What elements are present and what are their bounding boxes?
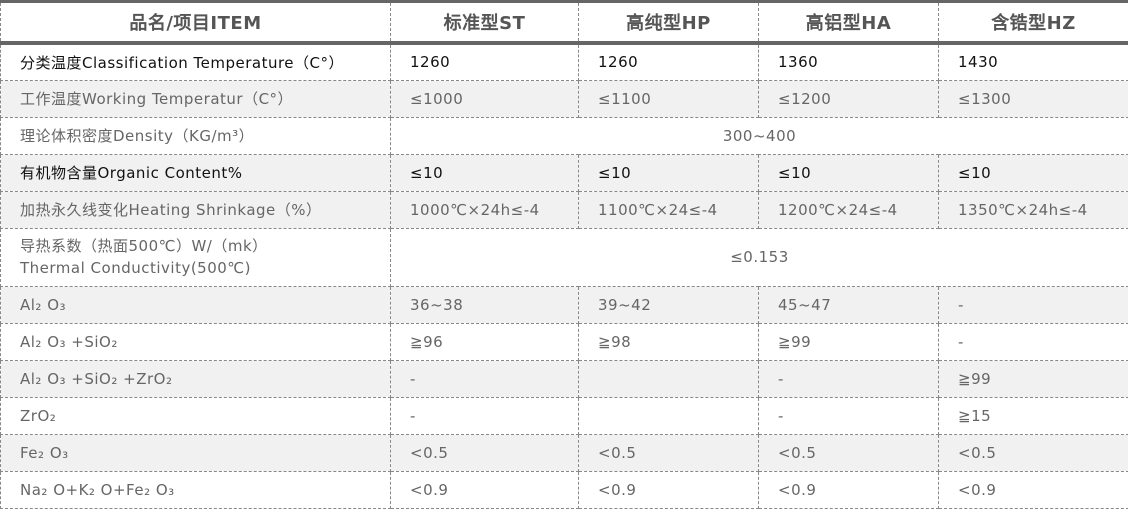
row-label: 有机物含量Organic Content% <box>1 154 391 191</box>
cell-value: <0.9 <box>579 471 759 508</box>
header-item: 品名/项目ITEM <box>1 2 391 44</box>
cell-value: ≧99 <box>759 323 939 360</box>
cell-value: ≤10 <box>391 154 579 191</box>
row-label: 加热永久线变化Heating Shrinkage（%） <box>1 191 391 228</box>
header-row: 品名/项目ITEM 标准型ST 高纯型HP 高铝型HA 含锆型HZ <box>1 2 1128 44</box>
cell-value: ≤0.153 <box>391 228 1128 286</box>
cell-value: 45~47 <box>759 286 939 323</box>
cell-value: <0.5 <box>939 434 1128 471</box>
cell-value: 36~38 <box>391 286 579 323</box>
cell-value: ≧15 <box>939 397 1128 434</box>
row-label: 分类温度Classification Temperature（C°） <box>1 43 391 80</box>
table-row: 理论体积密度Density（KG/m³）300~400 <box>1 117 1128 154</box>
cell-value: <0.9 <box>759 471 939 508</box>
cell-value: ≧96 <box>391 323 579 360</box>
cell-value: ≧98 <box>579 323 759 360</box>
cell-value: 1260 <box>391 43 579 80</box>
cell-value: <0.5 <box>759 434 939 471</box>
row-label: Fe₂ O₃ <box>1 434 391 471</box>
row-label: Al₂ O₃ +SiO₂ <box>1 323 391 360</box>
cell-value: ≤10 <box>759 154 939 191</box>
row-label: Al₂ O₃ <box>1 286 391 323</box>
header-st: 标准型ST <box>391 2 579 44</box>
cell-value: 1260 <box>579 43 759 80</box>
cell-value: 300~400 <box>391 117 1128 154</box>
cell-value: ≤1200 <box>759 80 939 117</box>
cell-value: - <box>759 397 939 434</box>
cell-value: ≤1100 <box>579 80 759 117</box>
header-ha: 高铝型HA <box>759 2 939 44</box>
cell-value: 1000℃×24h≤-4 <box>391 191 579 228</box>
row-label: ZrO₂ <box>1 397 391 434</box>
table-row: 有机物含量Organic Content%≤10≤10≤10≤10 <box>1 154 1128 191</box>
cell-value: <0.9 <box>939 471 1128 508</box>
cell-value: - <box>939 286 1128 323</box>
table-row: 工作温度Working Temperatur（C°）≤1000≤1100≤120… <box>1 80 1128 117</box>
cell-value <box>579 360 759 397</box>
table-row: 导热系数（热面500℃）W/（mk）Thermal Conductivity(5… <box>1 228 1128 286</box>
table-row: Na₂ O+K₂ O+Fe₂ O₃<0.9<0.9<0.9<0.9 <box>1 471 1128 508</box>
cell-value: 1430 <box>939 43 1128 80</box>
cell-value: - <box>391 397 579 434</box>
table-row: ZrO₂--≧15 <box>1 397 1128 434</box>
cell-value: ≤1000 <box>391 80 579 117</box>
row-label: 导热系数（热面500℃）W/（mk）Thermal Conductivity(5… <box>1 228 391 286</box>
header-hp: 高纯型HP <box>579 2 759 44</box>
cell-value: ≤1300 <box>939 80 1128 117</box>
cell-value <box>579 397 759 434</box>
cell-value: 1200℃×24≤-4 <box>759 191 939 228</box>
row-label: Na₂ O+K₂ O+Fe₂ O₃ <box>1 471 391 508</box>
table-row: Al₂ O₃ +SiO₂≧96≧98≧99- <box>1 323 1128 360</box>
row-label: 理论体积密度Density（KG/m³） <box>1 117 391 154</box>
cell-value: 1360 <box>759 43 939 80</box>
cell-value: ≧99 <box>939 360 1128 397</box>
cell-value: 39~42 <box>579 286 759 323</box>
header-hz: 含锆型HZ <box>939 2 1128 44</box>
row-label-line: 导热系数（热面500℃）W/（mk） <box>20 235 390 257</box>
table-row: Fe₂ O₃<0.5<0.5<0.5<0.5 <box>1 434 1128 471</box>
cell-value: <0.9 <box>391 471 579 508</box>
cell-value: <0.5 <box>579 434 759 471</box>
cell-value: ≤10 <box>579 154 759 191</box>
cell-value: 1100℃×24≤-4 <box>579 191 759 228</box>
cell-value: <0.5 <box>391 434 579 471</box>
table-row: Al₂ O₃ +SiO₂ +ZrO₂--≧99 <box>1 360 1128 397</box>
row-label-line: Thermal Conductivity(500℃) <box>20 257 390 279</box>
row-label: 工作温度Working Temperatur（C°） <box>1 80 391 117</box>
cell-value: - <box>939 323 1128 360</box>
cell-value: ≤10 <box>939 154 1128 191</box>
cell-value: - <box>759 360 939 397</box>
cell-value: 1350℃×24h≤-4 <box>939 191 1128 228</box>
cell-value: - <box>391 360 579 397</box>
row-label: Al₂ O₃ +SiO₂ +ZrO₂ <box>1 360 391 397</box>
